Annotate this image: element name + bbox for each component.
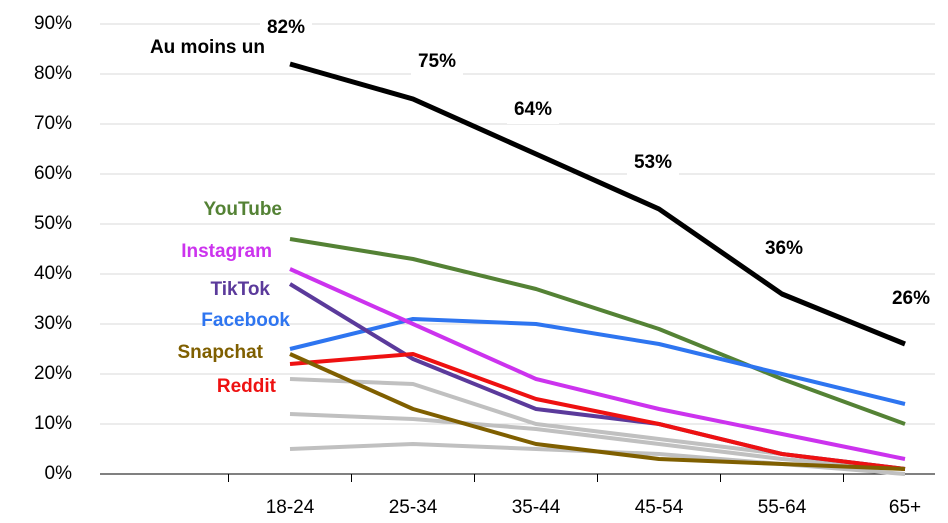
label-bg bbox=[885, 285, 937, 313]
line bbox=[289, 267, 906, 461]
series-label: Reddit bbox=[217, 376, 277, 397]
y-tick-label: 40% bbox=[34, 263, 72, 284]
y-tick-label: 0% bbox=[45, 463, 73, 484]
y-tick-label: 70% bbox=[34, 113, 72, 134]
label-bg bbox=[627, 149, 679, 177]
label-bg bbox=[115, 34, 267, 62]
x-tick-label: 45-54 bbox=[635, 497, 684, 518]
x-tick-label: 18-24 bbox=[266, 497, 315, 518]
series-label: Snapchat bbox=[177, 342, 263, 363]
series-label: Instagram bbox=[181, 241, 272, 262]
y-tick-label: 80% bbox=[34, 63, 72, 84]
y-tick-label: 90% bbox=[34, 13, 72, 34]
y-tick-label: 60% bbox=[34, 163, 72, 184]
data-label: 82% bbox=[267, 17, 305, 38]
line bbox=[289, 61, 906, 347]
label-bg bbox=[507, 96, 559, 124]
label-bg bbox=[260, 14, 312, 42]
x-tick-label: 65+ bbox=[889, 497, 921, 518]
data-label: 36% bbox=[765, 238, 803, 259]
series-label: TikTok bbox=[211, 279, 271, 300]
y-tick-label: 50% bbox=[34, 213, 72, 234]
y-tick-label: 30% bbox=[34, 313, 72, 334]
line bbox=[289, 352, 906, 471]
line bbox=[289, 412, 906, 471]
line bbox=[289, 352, 906, 471]
series-label: Au moins un bbox=[150, 37, 265, 58]
line bbox=[289, 237, 906, 426]
x-tick-label: 55-64 bbox=[758, 497, 807, 518]
y-tick-label: 10% bbox=[34, 413, 72, 434]
y-tick-label: 20% bbox=[34, 363, 72, 384]
label-bg bbox=[411, 48, 463, 76]
line bbox=[289, 317, 906, 406]
series-label: YouTube bbox=[204, 199, 282, 220]
data-label: 53% bbox=[634, 152, 672, 173]
data-label: 75% bbox=[418, 51, 456, 72]
data-label: 26% bbox=[892, 288, 930, 309]
x-tick-label: 35-44 bbox=[512, 497, 561, 518]
label-bg bbox=[758, 235, 810, 263]
series-label: Facebook bbox=[201, 310, 290, 331]
x-tick-label: 25-34 bbox=[389, 497, 438, 518]
data-label: 64% bbox=[514, 99, 552, 120]
